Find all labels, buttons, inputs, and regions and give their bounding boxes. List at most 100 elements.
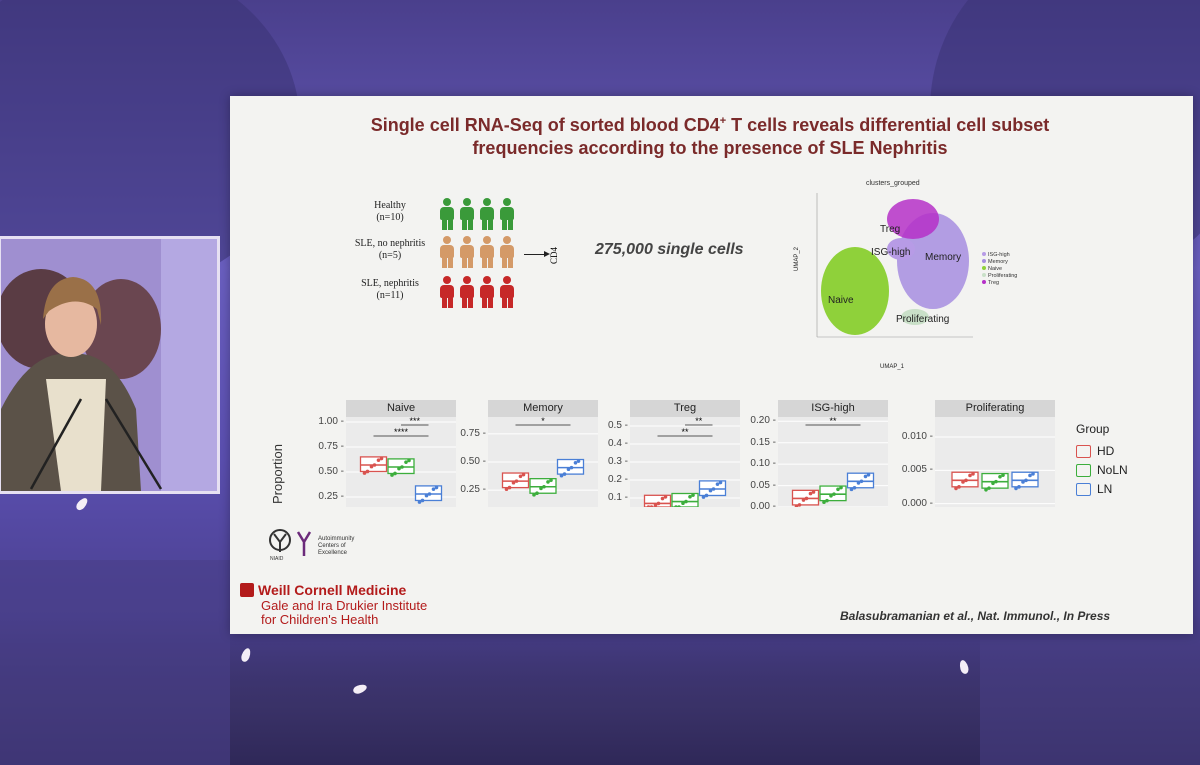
data-point	[1028, 473, 1032, 478]
cd4-label: CD4	[549, 246, 559, 264]
data-point	[362, 471, 367, 475]
data-point	[576, 459, 581, 463]
data-point	[379, 456, 384, 461]
data-point	[549, 478, 553, 483]
umap-legend: ISG-high Memory Naive Proliferating Treg	[982, 252, 1017, 287]
data-point	[794, 504, 799, 507]
umap-naive-cluster	[821, 247, 889, 335]
title-line-1: Single cell RNA-Seq of sorted blood CD4	[370, 115, 720, 135]
data-point	[711, 487, 716, 491]
boxplot-area: *	[488, 417, 598, 507]
weill-cornell-logo: Weill Cornell Medicine	[240, 582, 406, 598]
data-point	[994, 479, 998, 484]
person-icon	[478, 236, 495, 268]
data-point	[859, 479, 864, 484]
data-point	[504, 487, 509, 492]
cohort-healthy-label: Healthy (n=10)	[374, 200, 406, 223]
boxplot-area	[935, 417, 1055, 507]
data-point	[971, 472, 975, 476]
data-point	[968, 473, 972, 478]
data-point	[424, 493, 429, 498]
single-cells-text: 275,000 single cells	[595, 241, 744, 258]
person-icon	[498, 276, 515, 308]
legend-item-ln: LN	[1076, 482, 1112, 497]
niaid-logo	[269, 529, 312, 556]
data-point	[376, 458, 381, 462]
y-tick-label: 0.00 -	[750, 501, 776, 512]
umap-title: clusters_grouped	[866, 180, 920, 187]
data-point	[420, 498, 425, 503]
boxplot-panel-treg: Treg 0.5 - 0.4 - 0.3 - 0.2 - 0.1 - ** **	[608, 400, 740, 507]
data-point	[822, 500, 826, 505]
y-tick-label: 0.15 -	[750, 436, 776, 448]
ace-text: Autoimmunity Centers of Excellence	[318, 536, 355, 556]
data-point	[991, 481, 995, 486]
petal-decoration	[74, 496, 90, 512]
data-point	[856, 481, 861, 485]
data-point	[808, 491, 813, 496]
y-tick-label: 0.75 -	[318, 441, 344, 452]
data-point	[677, 505, 681, 507]
data-point	[1024, 478, 1028, 483]
significance-label: *	[541, 417, 545, 426]
y-tick-label: 0.75 -	[460, 427, 486, 439]
umap-treg-cluster	[887, 199, 939, 239]
title-sup: +	[719, 115, 727, 127]
data-point	[829, 493, 833, 498]
significance-label: **	[681, 427, 689, 437]
umap-y-axis: UMAP_2	[794, 246, 801, 272]
data-point	[987, 486, 991, 490]
person-icon	[458, 276, 475, 308]
significance-label: **	[695, 417, 703, 426]
data-point	[535, 491, 539, 496]
speaker-video-feed	[0, 236, 220, 494]
boxplot-panel-naive: Naive 1.00 -0.75 -0.50 -0.25 - *** ****	[318, 400, 456, 507]
person-icon	[438, 198, 455, 230]
y-tick-label: 0.010 -	[901, 431, 933, 442]
panel-strip-title: Naive	[346, 400, 456, 417]
data-point	[998, 475, 1002, 479]
data-point	[417, 500, 422, 504]
data-point	[427, 492, 432, 496]
boxplot-area: *******	[346, 417, 456, 507]
data-point	[521, 472, 526, 477]
boxplot-panel-memory: Memory 0.75 - 0.50 - 0.25 - *	[460, 400, 598, 507]
umap-label-treg: Treg	[880, 224, 901, 235]
boxplot-area: ** **	[630, 417, 740, 507]
y-tick-label: 0.000 -	[901, 497, 933, 509]
sle-people-icons	[438, 236, 515, 268]
y-tick-label: 0.2 -	[607, 474, 628, 485]
panel-strip-title: Memory	[488, 400, 598, 417]
slide-title: Single cell RNA-Seq of sorted blood CD4+…	[290, 110, 1130, 160]
niaid-text: NIAID	[270, 556, 284, 562]
ln-people-icons	[438, 276, 515, 308]
data-point	[393, 471, 397, 476]
data-point	[663, 495, 668, 499]
data-point	[825, 498, 829, 503]
data-point	[849, 487, 854, 492]
data-point	[704, 493, 709, 498]
y-tick-label: 0.1 -	[607, 492, 628, 503]
data-point	[365, 469, 370, 474]
y-tick-label: 0.25 -	[318, 491, 344, 502]
y-tick-label: 1.00 -	[318, 416, 344, 427]
y-tick-label: 0.50 -	[460, 456, 486, 467]
boxplot-panel-isg-high: ISG-high 0.20 - 0.15 - 0.10 - 0.05 - 0.00 - **	[750, 400, 888, 512]
data-point	[718, 480, 723, 485]
background-rail	[0, 560, 230, 765]
data-point	[532, 493, 536, 497]
data-point	[961, 480, 965, 484]
data-point	[688, 494, 692, 499]
data-point	[434, 485, 439, 490]
data-point	[546, 480, 550, 484]
box-hd	[643, 494, 672, 507]
panel-strip-title: Proliferating	[935, 400, 1055, 417]
person-icon	[438, 236, 455, 268]
data-point	[811, 490, 816, 494]
data-point	[400, 465, 404, 469]
data-point	[573, 460, 578, 465]
data-point	[390, 473, 394, 477]
data-point	[1014, 486, 1018, 491]
panel-strip-title: ISG-high	[778, 400, 888, 417]
healthy-people-icons	[438, 198, 515, 230]
